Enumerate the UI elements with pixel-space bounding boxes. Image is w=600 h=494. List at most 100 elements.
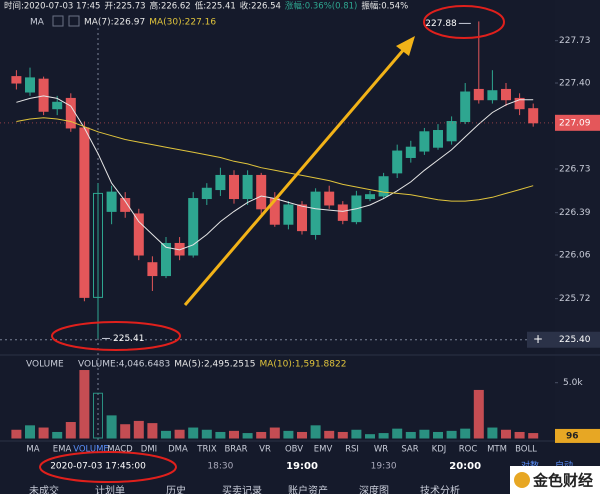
volume-bar bbox=[419, 429, 430, 439]
crosshair-label: 225.40 bbox=[559, 335, 591, 345]
indicator-tab: MA bbox=[26, 445, 39, 455]
info-item: 低:225.41 bbox=[195, 1, 236, 12]
volume-bar bbox=[269, 427, 280, 439]
ma-legend: MA(7):226.97 bbox=[84, 18, 145, 28]
max-label: 227.88 bbox=[425, 19, 457, 29]
indicator-tab: EMA bbox=[53, 445, 72, 455]
indicator-tab: RSI bbox=[345, 445, 359, 455]
indicator-tab: VR bbox=[259, 445, 271, 455]
volume-bar bbox=[161, 430, 171, 439]
volume-bar bbox=[79, 370, 90, 439]
candle-body bbox=[188, 198, 199, 256]
candle-body bbox=[147, 262, 158, 277]
volume-legend: MA(5):2,495.2515 bbox=[174, 360, 255, 370]
volume-bar bbox=[528, 433, 539, 439]
volume-bar bbox=[25, 425, 35, 439]
volume-bar bbox=[120, 424, 131, 439]
bottom-tab: 深度图 bbox=[359, 484, 389, 494]
indicator-tab: DMI bbox=[141, 445, 157, 455]
candle-body bbox=[283, 204, 294, 225]
x-tick-label: 18:30 bbox=[207, 462, 233, 472]
candle-body bbox=[378, 176, 389, 197]
candle-body bbox=[297, 204, 307, 232]
volume-tick-label: 5.0k bbox=[563, 378, 583, 388]
info-item: 开:225.73 bbox=[104, 2, 145, 12]
candle-body bbox=[460, 91, 471, 123]
volume-bar bbox=[52, 431, 63, 439]
candle-body bbox=[133, 213, 144, 256]
y-tick-label: 226.73 bbox=[559, 165, 591, 175]
y-tick-label: 227.40 bbox=[559, 79, 591, 89]
candle-body bbox=[514, 97, 525, 110]
info-item: 收:226.54 bbox=[240, 1, 281, 12]
indicator-tab: DMA bbox=[168, 445, 188, 455]
x-tick-label: 2020-07-03 17:45:00 bbox=[50, 462, 146, 472]
info-item: 高:226.62 bbox=[150, 1, 191, 12]
indicator-tab: VOLUME bbox=[73, 445, 109, 455]
min-label: 225.41 bbox=[113, 334, 145, 344]
y-tick-label: 227.73 bbox=[559, 36, 591, 46]
indicator-tab: EMV bbox=[314, 445, 333, 455]
y-tick-label: 226.06 bbox=[559, 251, 591, 261]
candle-body bbox=[229, 174, 239, 200]
close-icon[interactable] bbox=[68, 15, 80, 27]
volume-bar bbox=[405, 431, 416, 439]
candle-body bbox=[528, 108, 539, 124]
indicator-tab: TRIX bbox=[196, 445, 217, 455]
candle-body bbox=[405, 146, 416, 158]
candle-body bbox=[38, 78, 49, 112]
volume-title: VOLUME bbox=[26, 360, 64, 370]
candle-body bbox=[161, 242, 171, 277]
candle-body bbox=[501, 88, 511, 101]
volume-bar bbox=[229, 430, 239, 439]
ma-title: MA bbox=[30, 18, 45, 28]
candle-body bbox=[65, 97, 76, 129]
candle-body bbox=[256, 174, 267, 210]
volume-bar bbox=[487, 427, 498, 439]
bottom-tab: 未成交 bbox=[29, 484, 59, 494]
indicator-tab: BOLL bbox=[515, 445, 537, 455]
last-price-bg bbox=[555, 114, 600, 131]
candle-body bbox=[419, 131, 430, 152]
volume-bar bbox=[188, 427, 199, 439]
candle-body bbox=[310, 191, 321, 235]
volume-bar bbox=[473, 389, 484, 439]
volume-bar bbox=[256, 431, 267, 439]
bottom-tab: 买卖记录 bbox=[222, 485, 262, 494]
volume-bar bbox=[93, 392, 103, 439]
volume-bar bbox=[501, 429, 511, 439]
last-price: 227.09 bbox=[559, 118, 591, 128]
indicator-tab: OBV bbox=[285, 445, 303, 455]
volume-bar bbox=[337, 431, 348, 439]
candle-body bbox=[242, 174, 253, 200]
watermark: 金色财经 bbox=[532, 472, 593, 490]
info-bar: 时间:2020-07-03 17:45 开:225.73 高:226.62 低:225… bbox=[4, 1, 408, 12]
settings-icon[interactable] bbox=[52, 15, 64, 27]
bottom-tab: 技术分析 bbox=[420, 484, 460, 494]
volume-bar bbox=[38, 427, 49, 439]
volume-legend: VOLUME:4,046.6483 bbox=[78, 360, 170, 370]
volume-bar bbox=[446, 430, 457, 439]
y-tick-label: 226.39 bbox=[559, 208, 591, 218]
volume-bar bbox=[283, 430, 294, 439]
volume-bar bbox=[310, 425, 321, 439]
info-item: 振幅:0.54% bbox=[361, 1, 408, 12]
volume-bar bbox=[242, 433, 253, 439]
volume-bar bbox=[378, 433, 389, 439]
candle-body bbox=[11, 76, 22, 84]
indicator-tab: SAR bbox=[401, 445, 418, 455]
candle-body bbox=[93, 192, 103, 298]
candle-body bbox=[324, 191, 335, 206]
indicator-tab: WR bbox=[374, 445, 388, 455]
volume-bar bbox=[351, 429, 362, 439]
x-tick-label: 19:30 bbox=[371, 462, 397, 472]
y-tick-label: 225.72 bbox=[559, 294, 591, 304]
volume-bar bbox=[65, 422, 76, 439]
candle-body bbox=[446, 121, 457, 142]
crosshair-plus: + bbox=[533, 332, 543, 346]
last-volume: 96 bbox=[566, 431, 579, 441]
indicator-tab: MACD bbox=[107, 445, 133, 455]
price-axis-bg bbox=[555, 0, 600, 440]
